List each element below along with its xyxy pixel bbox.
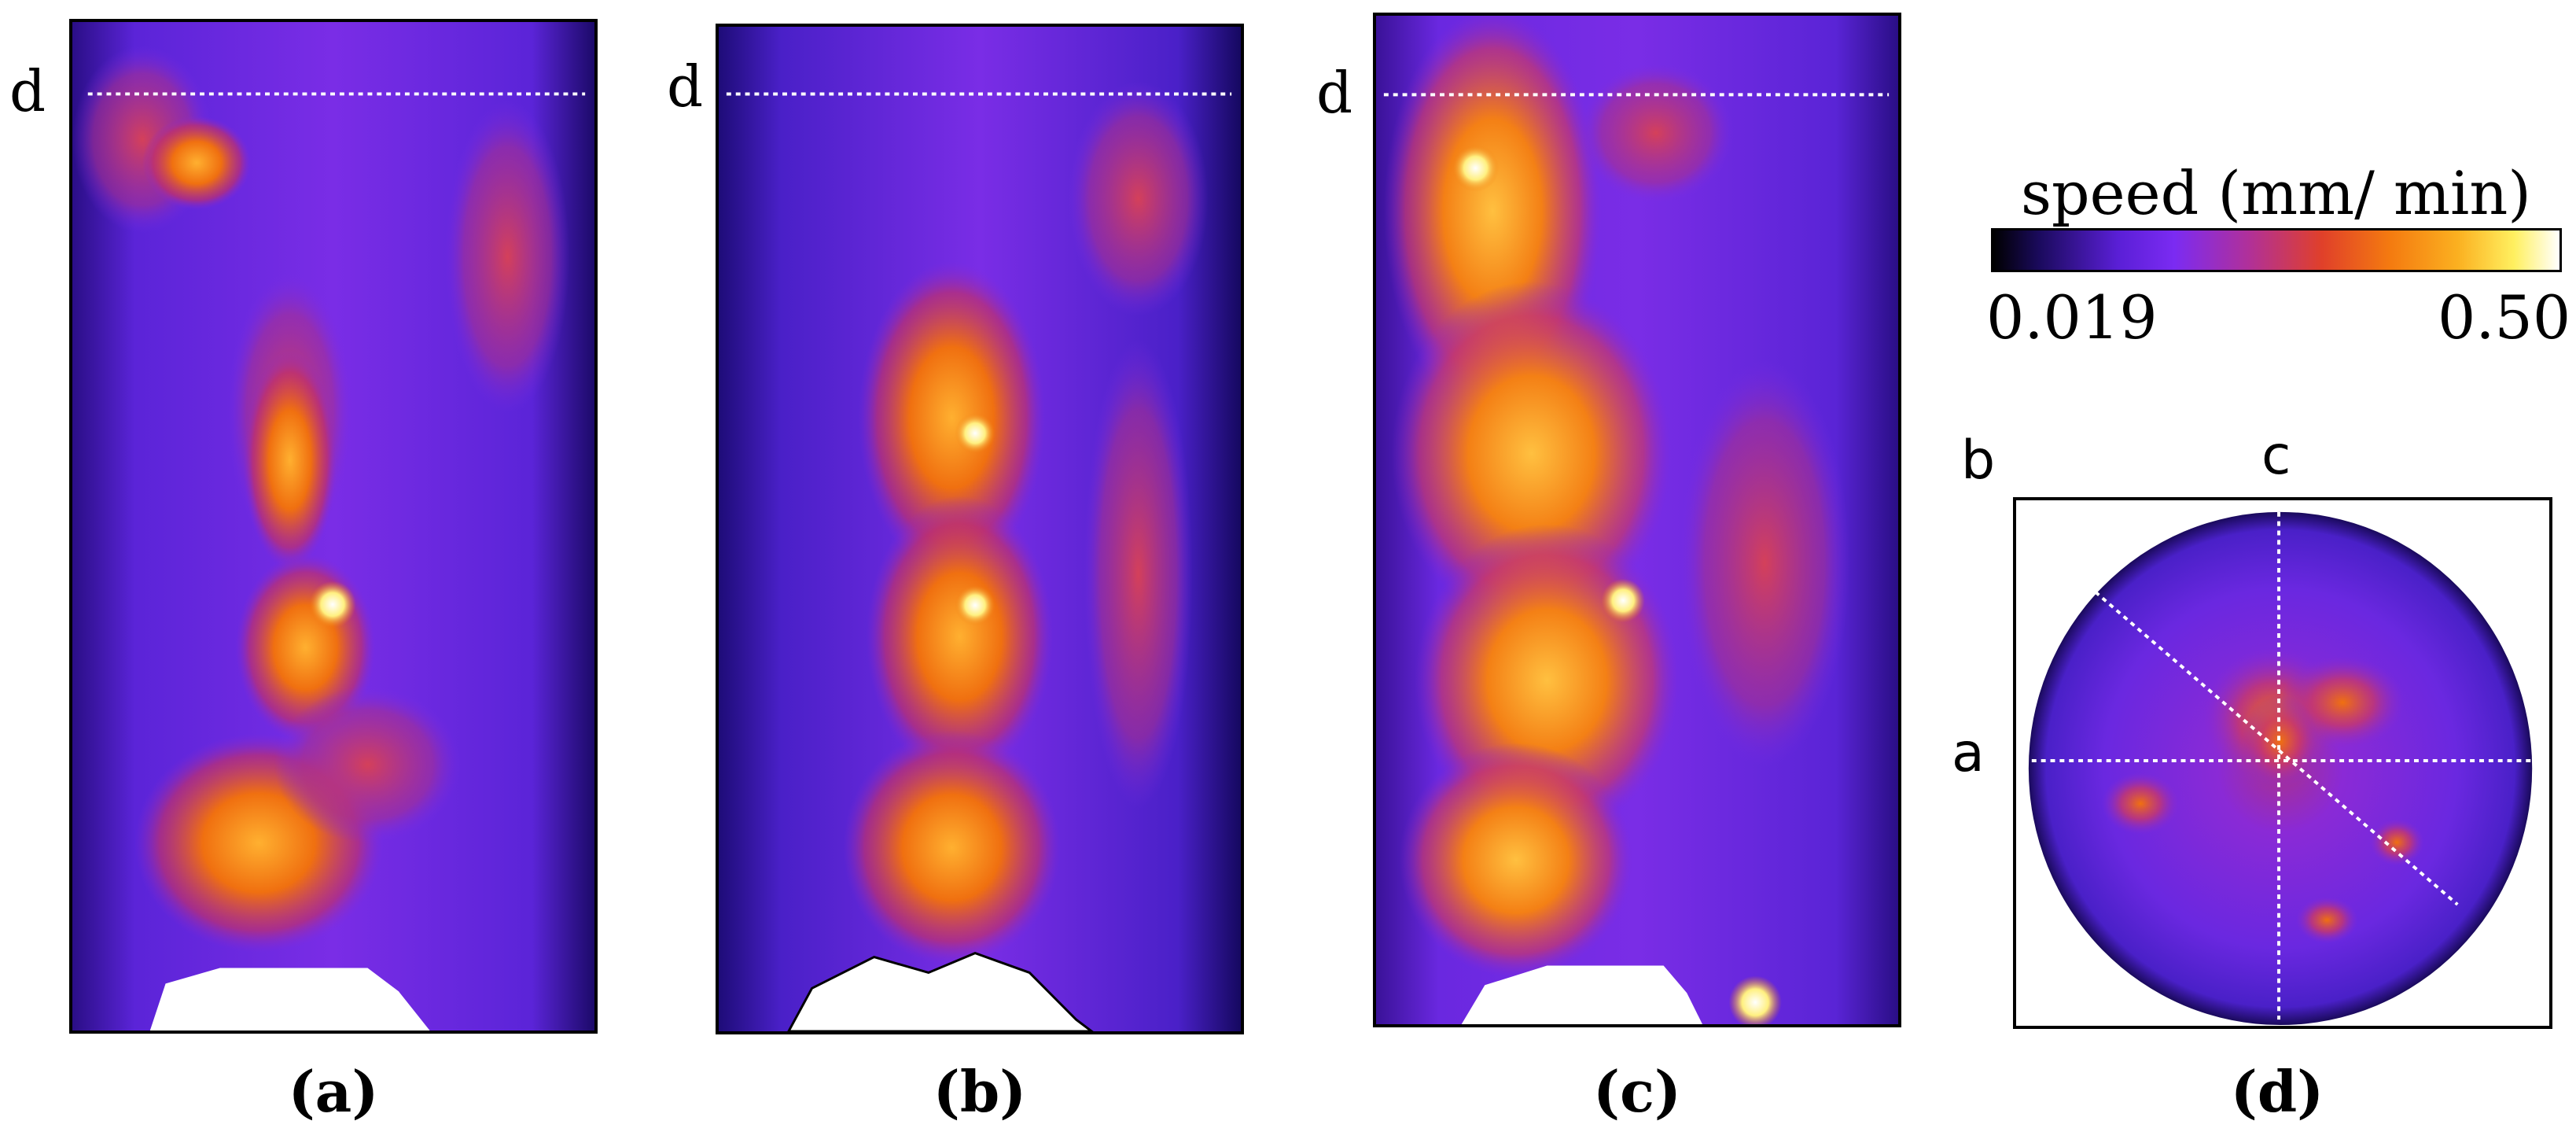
colorbar-min-label: 0.019 xyxy=(1986,282,2158,352)
label-a: a xyxy=(1952,722,1985,784)
deposit-mound-b xyxy=(787,952,1094,1031)
speed-map-panel-a xyxy=(69,19,598,1034)
label-c: c xyxy=(2261,425,2291,487)
caption-a: (a) xyxy=(288,1058,379,1125)
speed-map-a xyxy=(72,22,594,1031)
depth-label-c: d xyxy=(1316,60,1353,126)
caption-d: (d) xyxy=(2230,1058,2324,1125)
colorbar-max-label: 0.50 xyxy=(2438,282,2571,352)
deposit-mound-c xyxy=(1461,965,1702,1024)
depth-label-a: d xyxy=(9,58,46,124)
top-view-speed-map xyxy=(2022,511,2545,1026)
top-view-panel xyxy=(2013,497,2552,1029)
speed-map-panel-b xyxy=(716,24,1244,1034)
speed-map-c xyxy=(1376,16,1898,1024)
label-b: b xyxy=(1961,430,1996,492)
caption-b: (b) xyxy=(933,1058,1027,1125)
deposit-mound-a xyxy=(149,968,430,1031)
depth-label-b: d xyxy=(667,53,704,120)
speed-map-b xyxy=(719,27,1241,1031)
colorbar-title: speed (mm/ min) xyxy=(2021,158,2531,228)
speed-map-panel-c xyxy=(1373,13,1901,1027)
colorbar-gradient xyxy=(1991,228,2562,272)
caption-c: (c) xyxy=(1593,1058,1681,1125)
